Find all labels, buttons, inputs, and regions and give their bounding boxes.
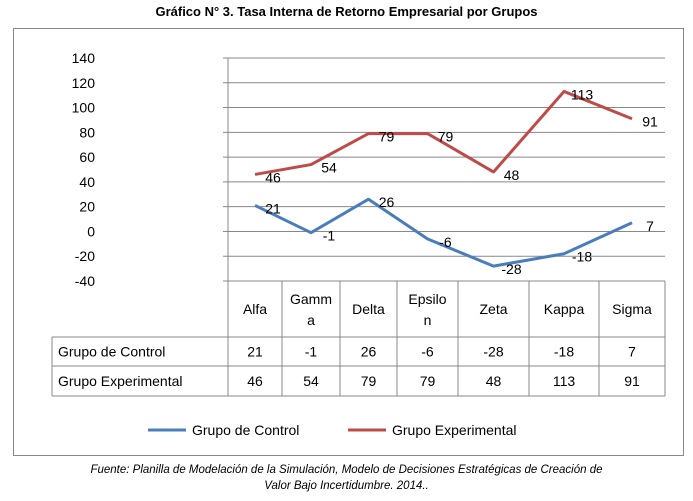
data-label: 54 bbox=[321, 160, 337, 176]
category-label: n bbox=[424, 312, 432, 328]
table-value: 48 bbox=[486, 373, 502, 389]
category-label: Epsilo bbox=[408, 291, 446, 307]
category-label: Sigma bbox=[612, 301, 652, 317]
category-label: Delta bbox=[352, 301, 385, 317]
data-label: 79 bbox=[379, 129, 395, 145]
data-label: 79 bbox=[438, 129, 454, 145]
table-value: 91 bbox=[624, 373, 640, 389]
table-value: -18 bbox=[554, 344, 574, 360]
legend-label: Grupo de Control bbox=[192, 422, 299, 438]
table-value: 26 bbox=[361, 344, 377, 360]
category-label: Kappa bbox=[544, 301, 585, 317]
data-label: -1 bbox=[323, 228, 336, 244]
y-tick-label: 80 bbox=[79, 124, 95, 140]
table-value: 21 bbox=[247, 344, 263, 360]
y-tick-label: 140 bbox=[72, 50, 96, 66]
table-value: -28 bbox=[483, 344, 503, 360]
source-line-2: Valor Bajo Incertidumbre. 2014.. bbox=[264, 480, 429, 492]
y-tick-label: -20 bbox=[75, 248, 95, 264]
y-tick-label: 100 bbox=[72, 100, 96, 116]
series-line-0 bbox=[254, 197, 633, 268]
data-label: -18 bbox=[572, 249, 592, 265]
table-value: 54 bbox=[303, 373, 319, 389]
y-tick-label: 60 bbox=[79, 149, 95, 165]
source-line-1: Fuente: Planilla de Modelación de la Sim… bbox=[90, 464, 603, 476]
chart-title: Gráfico N° 3. Tasa Interna de Retorno Em… bbox=[155, 4, 538, 19]
category-label: Gamm bbox=[290, 291, 332, 307]
category-label: Alfa bbox=[243, 301, 267, 317]
y-tick-label: 0 bbox=[87, 223, 95, 239]
data-label: 48 bbox=[504, 167, 520, 183]
data-label: 113 bbox=[571, 86, 594, 102]
y-tick-label: -40 bbox=[75, 273, 95, 289]
chart-frame bbox=[13, 28, 684, 456]
y-tick-label: 20 bbox=[79, 199, 95, 215]
data-label: 91 bbox=[642, 114, 658, 130]
table-value: -1 bbox=[305, 344, 318, 360]
series-line-1 bbox=[254, 89, 633, 176]
table-value: -6 bbox=[421, 344, 434, 360]
legend-label: Grupo Experimental bbox=[392, 422, 517, 438]
y-tick-label: 40 bbox=[79, 174, 95, 190]
category-label: Zeta bbox=[479, 301, 507, 317]
table-series-label: Grupo Experimental bbox=[58, 373, 183, 389]
data-label: 26 bbox=[379, 194, 395, 210]
table-series-label: Grupo de Control bbox=[58, 344, 165, 360]
data-label: 7 bbox=[646, 218, 654, 234]
data-label: 46 bbox=[265, 169, 281, 185]
data-label: -6 bbox=[439, 234, 452, 250]
table-value: 46 bbox=[247, 373, 263, 389]
table-value: 79 bbox=[420, 373, 436, 389]
source-note: Fuente: Planilla de Modelación de la Sim… bbox=[0, 462, 693, 494]
y-tick-label: 120 bbox=[72, 75, 96, 91]
table-value: 7 bbox=[628, 344, 636, 360]
data-label: -28 bbox=[501, 261, 521, 277]
category-label: a bbox=[307, 312, 315, 328]
table-value: 113 bbox=[553, 373, 576, 389]
data-label: 21 bbox=[265, 200, 281, 216]
table-value: 79 bbox=[361, 373, 377, 389]
